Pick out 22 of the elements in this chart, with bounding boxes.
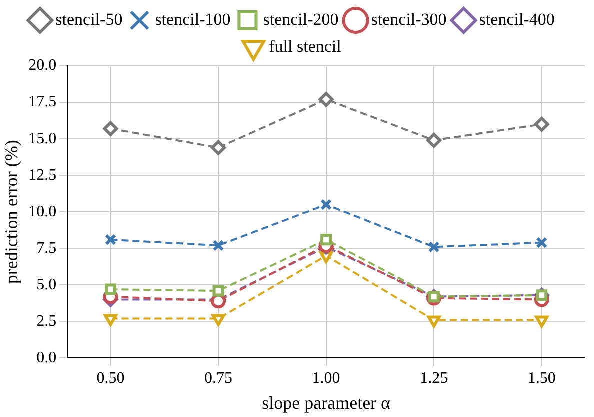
x-tick-label: 1.00 — [312, 370, 340, 388]
y-tick-label: 2.5 — [36, 312, 57, 330]
y-tick-label: 10.0 — [28, 203, 57, 220]
y-tick-label: 17.5 — [28, 94, 57, 111]
x-axis-title: slope parameter α — [262, 392, 392, 413]
y-axis-title: prediction error (%) — [2, 140, 22, 284]
legend-label: full stencil — [269, 36, 342, 56]
x-tick-label: 0.50 — [96, 370, 125, 388]
y-tick-label: 15.0 — [28, 130, 57, 148]
x-tick-label: 1.50 — [528, 370, 556, 388]
y-tick-label: 12.5 — [28, 166, 57, 184]
legend-label: stencil-300 — [371, 10, 447, 29]
legend-label: stencil-50 — [56, 10, 123, 29]
y-tick-label: 20.0 — [28, 57, 57, 74]
legend-label: stencil-200 — [263, 10, 339, 29]
x-tick-label: 0.75 — [204, 370, 233, 388]
y-tick-label: 0.0 — [36, 349, 57, 366]
y-tick-label: 5.0 — [36, 276, 57, 294]
legend-label: stencil-100 — [155, 10, 231, 29]
x-tick-label: 1.25 — [420, 370, 448, 388]
legend-label: stencil-400 — [479, 10, 555, 29]
y-tick-label: 7.5 — [36, 240, 57, 257]
